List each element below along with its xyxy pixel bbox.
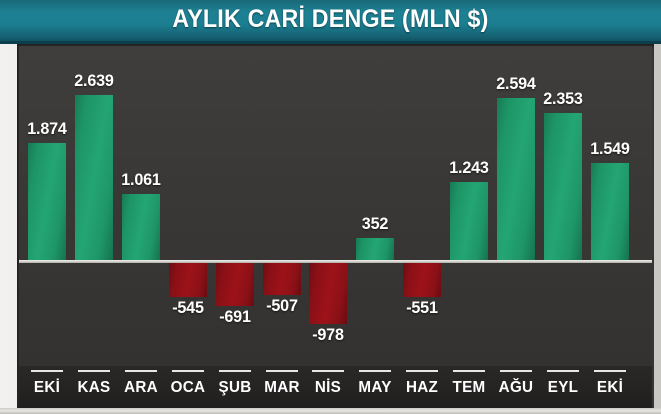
axis-label-11: EYL <box>547 379 579 396</box>
axis-label-6: NİS <box>315 379 342 396</box>
bar-value-label-9: 1.243 <box>449 158 489 178</box>
zero-baseline <box>19 260 652 263</box>
bar-value-label-12: 1.549 <box>590 139 630 159</box>
bar-kas-1 <box>74 95 113 260</box>
bar-eki̇-12 <box>590 163 629 260</box>
axis-label-3: OCA <box>170 379 206 396</box>
axis-tick-11 <box>546 370 579 372</box>
bar-ni̇s-6 <box>309 263 348 325</box>
bar-şub-4 <box>215 263 254 307</box>
axis-label-0: EKİ <box>33 379 61 396</box>
axis-tick-7 <box>359 370 392 372</box>
axis-label-1: KAS <box>77 379 111 396</box>
bar-value-label-3: -545 <box>171 298 204 317</box>
axis-label-7: MAY <box>358 379 392 396</box>
bar-ağu-10 <box>497 98 535 260</box>
bar-eki̇-0 <box>28 143 66 260</box>
bar-value-label-0: 1.874 <box>27 119 67 139</box>
axis-tick-3 <box>171 370 204 372</box>
axis-label-2: ARA <box>123 379 158 396</box>
bar-value-label-10: 2.594 <box>496 74 536 94</box>
axis-tick-0 <box>31 370 63 372</box>
bar-value-label-11: 2.353 <box>543 89 583 109</box>
axis-tick-6 <box>312 370 345 372</box>
axis-tick-1 <box>77 370 110 372</box>
title-banner: AYLIK CARİ DENGE (MLN $) <box>0 0 661 44</box>
axis-tick-5 <box>265 370 298 372</box>
plot-area: 1.874 2.639 1.061 -545 -691 -507 -978 352 -551 1.… <box>19 46 652 366</box>
axis-label-12: EKİ <box>596 379 623 396</box>
axis-label-5: MAR <box>263 379 300 396</box>
axis-label-9: TEM <box>452 379 486 396</box>
axis-tick-12 <box>593 370 626 372</box>
bar-oca-3 <box>168 263 207 297</box>
bar-mar-5 <box>262 263 301 295</box>
bar-value-label-2: 1.061 <box>121 169 161 189</box>
axis-tick-8 <box>406 370 439 372</box>
page-title: AYLIK CARİ DENGE (MLN $) <box>172 5 489 33</box>
axis-tick-9 <box>453 370 486 372</box>
axis-label-10: AĞU <box>498 379 534 396</box>
bar-eyl-11 <box>543 113 582 260</box>
frame-bottom-edge <box>0 408 661 414</box>
bar-ara-2 <box>121 193 160 260</box>
bar-tem-9 <box>450 182 489 260</box>
bar-haz-8 <box>403 263 442 298</box>
bar-value-label-8: -551 <box>406 298 438 318</box>
category-axis: EKİ KAS ARA OCA ŞUB MAR NİS MAY HAZ TEM AĞU EYL EKİ <box>19 366 652 408</box>
bar-value-label-5: -507 <box>265 295 298 315</box>
bar-value-label-4: -691 <box>218 307 251 327</box>
bar-may-7 <box>356 238 395 260</box>
axis-tick-2 <box>124 370 157 372</box>
axis-tick-4 <box>218 370 251 372</box>
bar-value-label-7: 352 <box>362 214 389 234</box>
axis-tick-10 <box>500 370 532 372</box>
bar-value-label-6: -978 <box>312 325 345 345</box>
bar-value-label-1: 2.639 <box>74 71 114 91</box>
axis-label-8: HAZ <box>406 379 439 396</box>
axis-label-4: ŞUB <box>218 379 252 396</box>
